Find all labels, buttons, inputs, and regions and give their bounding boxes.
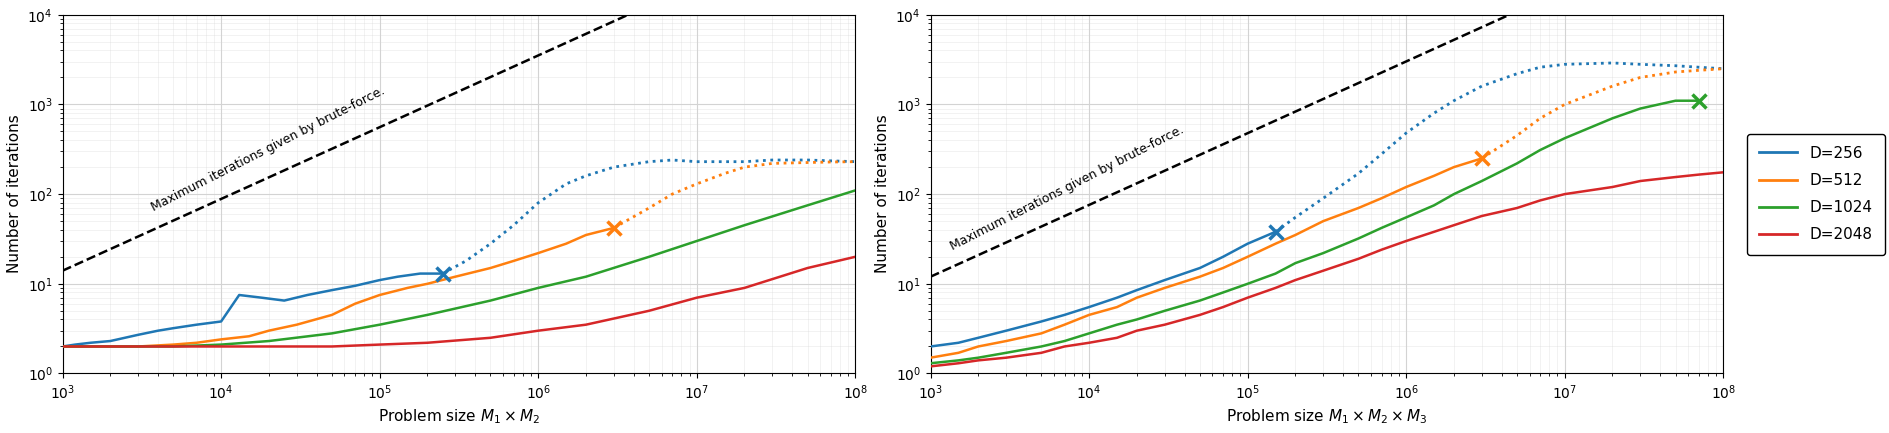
X-axis label: Problem size $M_1 \times M_2 \times M_3$: Problem size $M_1 \times M_2 \times M_3$: [1226, 407, 1428, 426]
Y-axis label: Number of iterations: Number of iterations: [875, 115, 890, 274]
X-axis label: Problem size $M_1 \times M_2$: Problem size $M_1 \times M_2$: [378, 407, 540, 426]
Text: Maximum iterations given by brute-force.: Maximum iterations given by brute-force.: [948, 123, 1186, 253]
Text: Maximum iterations given by brute-force.: Maximum iterations given by brute-force.: [149, 84, 387, 214]
Y-axis label: Number of iterations: Number of iterations: [8, 115, 23, 274]
Legend: D=256, D=512, D=1024, D=2048: D=256, D=512, D=1024, D=2048: [1747, 133, 1885, 255]
